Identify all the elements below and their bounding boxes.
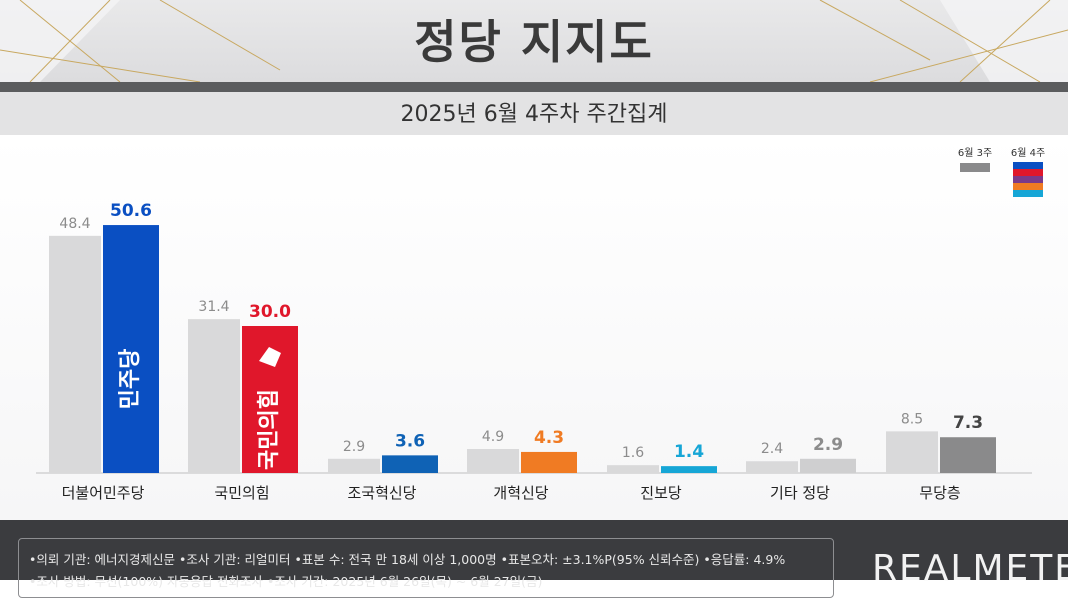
value-label-prev: 2.9 — [343, 439, 365, 455]
category-label: 진보당 — [640, 484, 682, 502]
category-label: 조국혁신당 — [347, 484, 416, 502]
party-support-chart: 48.4 50.6 더불어민주당 31.4 30.0 국민의힘 2.9 3.6 조국혁신당 4.9… — [36, 147, 1045, 502]
bar-prev — [607, 465, 659, 473]
value-label-curr: 4.3 — [534, 428, 564, 448]
category-label: 국민의힘 — [214, 484, 269, 502]
survey-info-box: •의뢰 기관: 에너지경제신문 •조사 기관: 리얼미터 •표본 수: 전국 만… — [18, 538, 834, 598]
bar-prev — [188, 319, 240, 473]
value-label-prev: 4.9 — [482, 429, 504, 445]
bar-prev — [328, 458, 380, 473]
value-label-curr: 50.6 — [110, 201, 152, 221]
legend-label-curr: 6월 4주 — [1011, 147, 1045, 159]
legend-label-prev: 6월 3주 — [958, 147, 992, 159]
legend-swatch-curr — [1013, 169, 1043, 176]
bar-curr — [521, 451, 577, 473]
header-divider — [0, 82, 1068, 92]
bar-prev — [746, 461, 798, 473]
ppp-party-logo: 국민의힘 — [257, 389, 282, 470]
survey-info-line-2: •조사 방법: 무선(100%) 자동응답 전화조사 •조사 기간: 2025년… — [29, 574, 543, 589]
survey-info-line-1: •의뢰 기관: 에너지경제신문 •조사 기관: 리얼미터 •표본 수: 전국 만… — [29, 552, 786, 567]
value-label-curr: 2.9 — [813, 435, 843, 455]
category-label: 더불어민주당 — [62, 484, 145, 502]
bar-prev — [49, 235, 101, 473]
chart-area: 48.4 50.6 더불어민주당 31.4 30.0 국민의힘 2.9 3.6 조국혁신당 4.9… — [0, 135, 1068, 520]
bar-curr — [382, 455, 438, 473]
footer: •의뢰 기관: 에너지경제신문 •조사 기관: 리얼미터 •표본 수: 전국 만… — [0, 520, 1068, 598]
ppp-emblem-icon — [259, 347, 281, 367]
democratic-party-logo: 민주당 — [118, 349, 143, 410]
bar-curr — [800, 458, 856, 473]
value-label-curr: 1.4 — [674, 442, 704, 462]
bar-curr — [661, 466, 717, 473]
value-label-curr: 3.6 — [395, 431, 425, 451]
value-label-curr: 30.0 — [249, 302, 291, 322]
bar-prev — [886, 431, 938, 473]
brand-logo: REALMETER — [872, 548, 1068, 589]
legend-swatch-curr — [1013, 176, 1043, 183]
bar-curr — [103, 225, 159, 473]
value-label-prev: 2.4 — [761, 441, 783, 457]
bar-curr — [940, 437, 996, 473]
legend-swatch-prev — [960, 163, 990, 172]
category-label: 개혁신당 — [493, 484, 548, 502]
value-label-prev: 48.4 — [59, 216, 90, 232]
page-title: 정당 지지도 — [414, 15, 654, 69]
value-label-prev: 8.5 — [901, 411, 923, 427]
category-label: 기타 정당 — [770, 484, 830, 502]
decorative-lines — [0, 0, 1068, 82]
value-label-curr: 7.3 — [953, 413, 983, 433]
legend-swatch-curr — [1013, 190, 1043, 197]
survey-period: 2025년 6월 4주차 주간집계 — [0, 92, 1068, 135]
legend-swatch-curr — [1013, 162, 1043, 169]
value-label-prev: 1.6 — [622, 445, 644, 461]
category-label: 무당층 — [919, 484, 960, 502]
header-banner: 정당 지지도 — [0, 0, 1068, 82]
value-label-prev: 31.4 — [198, 299, 229, 315]
legend-swatch-curr — [1013, 183, 1043, 190]
bar-prev — [467, 448, 519, 473]
